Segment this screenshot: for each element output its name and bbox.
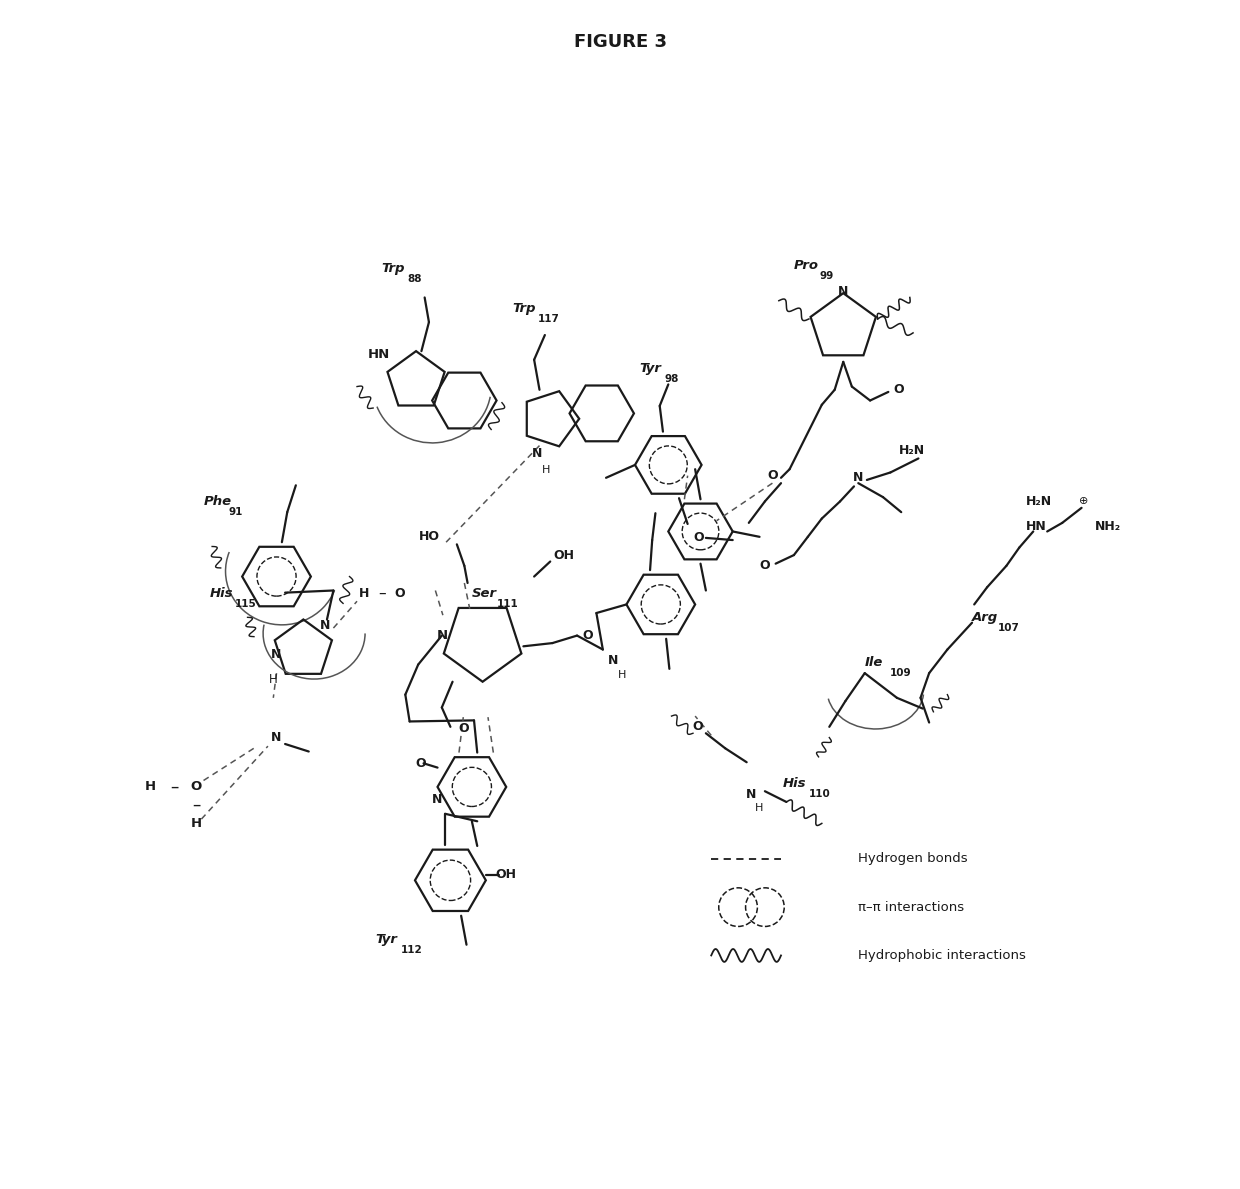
Text: Trp: Trp xyxy=(512,302,536,315)
Text: Ile: Ile xyxy=(864,656,883,669)
Text: His: His xyxy=(210,587,233,600)
Text: NH₂: NH₂ xyxy=(1095,520,1121,533)
Text: H: H xyxy=(360,587,370,600)
Text: O: O xyxy=(894,383,904,396)
Text: Hydrogen bonds: Hydrogen bonds xyxy=(858,853,968,866)
Text: H: H xyxy=(191,817,202,830)
Text: 107: 107 xyxy=(997,623,1019,633)
Text: HO: HO xyxy=(418,530,439,543)
Text: N: N xyxy=(436,629,448,642)
Text: H₂N: H₂N xyxy=(1025,495,1052,508)
Text: H: H xyxy=(618,671,626,680)
Text: 117: 117 xyxy=(538,314,560,323)
Text: N: N xyxy=(532,447,543,460)
Text: N: N xyxy=(838,284,848,297)
Text: Arg: Arg xyxy=(972,611,998,624)
Text: Trp: Trp xyxy=(382,262,405,275)
Text: O: O xyxy=(760,559,770,572)
Text: N: N xyxy=(745,788,756,801)
Text: O: O xyxy=(692,721,703,734)
Text: 115: 115 xyxy=(236,599,257,610)
Text: His: His xyxy=(784,778,807,791)
Text: H: H xyxy=(144,780,155,793)
Text: 111: 111 xyxy=(497,599,520,610)
Text: 109: 109 xyxy=(890,668,911,678)
Text: –: – xyxy=(378,586,386,602)
Text: –: – xyxy=(170,778,179,795)
Text: Tyr: Tyr xyxy=(376,933,397,945)
Text: HN: HN xyxy=(1025,520,1047,533)
Text: H: H xyxy=(755,804,764,813)
Text: –: – xyxy=(192,797,200,814)
Text: O: O xyxy=(191,780,202,793)
Text: OH: OH xyxy=(496,868,517,881)
Text: O: O xyxy=(458,723,469,736)
Text: 110: 110 xyxy=(808,789,831,799)
Text: N: N xyxy=(272,731,281,744)
Text: 91: 91 xyxy=(229,508,243,517)
Text: Pro: Pro xyxy=(794,259,818,272)
Text: OH: OH xyxy=(554,548,574,561)
Text: ⊕: ⊕ xyxy=(1079,496,1089,507)
Text: 88: 88 xyxy=(407,275,422,284)
Text: 99: 99 xyxy=(820,271,833,281)
Text: 112: 112 xyxy=(401,945,423,955)
Text: O: O xyxy=(394,587,405,600)
Text: N: N xyxy=(609,654,619,667)
Text: Hydrophobic interactions: Hydrophobic interactions xyxy=(858,949,1027,962)
Text: N: N xyxy=(853,471,863,484)
Text: O: O xyxy=(768,470,777,483)
Text: HN: HN xyxy=(367,348,389,360)
Text: π–π interactions: π–π interactions xyxy=(858,900,965,913)
Text: Ser: Ser xyxy=(472,587,497,600)
Text: H: H xyxy=(542,465,551,476)
Text: O: O xyxy=(583,629,593,642)
Text: N: N xyxy=(272,648,281,661)
Text: Tyr: Tyr xyxy=(640,361,661,375)
Text: H: H xyxy=(269,673,278,686)
Text: FIGURE 3: FIGURE 3 xyxy=(573,32,667,51)
Text: O: O xyxy=(693,531,703,545)
Text: 98: 98 xyxy=(665,375,680,384)
Text: O: O xyxy=(415,757,425,769)
Text: N: N xyxy=(433,793,443,806)
Text: H₂N: H₂N xyxy=(899,445,925,458)
Text: N: N xyxy=(320,619,330,633)
Text: Phe: Phe xyxy=(203,495,232,508)
